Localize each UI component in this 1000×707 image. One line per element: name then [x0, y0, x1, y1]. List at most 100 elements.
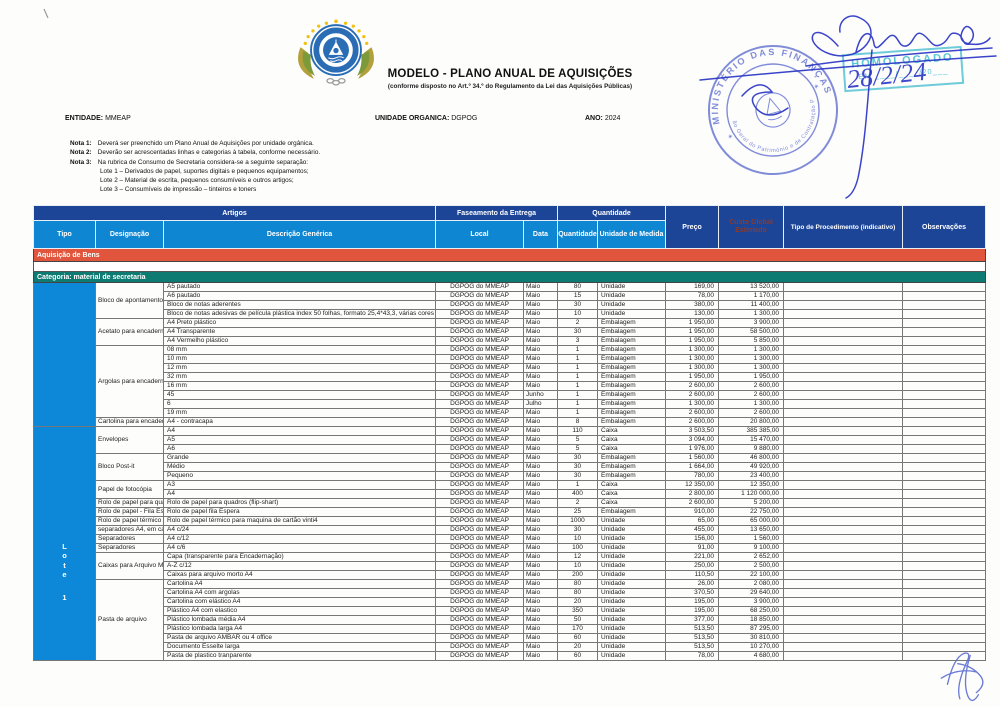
observacoes-cell [902, 336, 987, 346]
procedimento-cell [783, 480, 904, 490]
table-row: 19 mm DGPOG do MMEAP Maio 1 Embalagem 2 600,0… [34, 408, 987, 418]
quantidade-cell: 20 [557, 642, 598, 652]
procedimento-cell [783, 624, 904, 634]
table-row: A-Z c/12 DGPOG do MMEAP Maio 10 Unidade 250,0… [34, 561, 987, 571]
local-cell: DGPOG do MMEAP [435, 462, 524, 472]
descricao-cell: 45 [163, 390, 436, 400]
lote-number: 1 [62, 592, 67, 602]
preco-cell: 195,00 [665, 606, 720, 616]
data-cell: Maio [523, 516, 558, 526]
table-row: Papel de fotocópia A3 DGPOG do MMEAP Maio 1 C… [34, 480, 987, 499]
observacoes-cell [902, 642, 987, 652]
local-cell: DGPOG do MMEAP [435, 336, 524, 346]
custo-cell: 30 810,00 [718, 633, 785, 643]
unidade-cell: Embalagem [596, 390, 667, 400]
data-cell: Maio [523, 282, 558, 292]
svg-text:✶: ✶ [727, 132, 735, 141]
table-row: Separadores A4 c/6 DGPOG do MMEAP Maio 100 Un… [34, 543, 987, 553]
custo-cell: 1 950,00 [718, 372, 785, 382]
designacao-cell: Pasta de arquivo [95, 579, 164, 661]
quantidade-cell: 10 [557, 534, 598, 544]
descricao-cell: 32 mm [163, 372, 436, 382]
note-3-label: Nota 3: [70, 158, 92, 166]
preco-cell: 377,00 [665, 615, 720, 625]
local-cell: DGPOG do MMEAP [435, 399, 524, 409]
custo-cell: 11 400,00 [718, 300, 785, 310]
preco-cell: 2 600,00 [665, 390, 720, 400]
descricao-cell: Bloco de notas aderentes [163, 300, 436, 310]
observacoes-cell [902, 345, 987, 355]
unidade-cell: Embalagem [596, 408, 667, 418]
unidade-cell: Unidade [596, 525, 667, 535]
procedimento-cell [783, 651, 904, 661]
preco-cell: 3 503,50 [665, 426, 720, 436]
procedimento-cell [783, 282, 904, 292]
custo-cell: 13 520,00 [718, 282, 785, 292]
preco-cell: 455,00 [665, 525, 720, 535]
descricao-cell: Caixas para arquivo morto A4 [163, 570, 436, 580]
preco-cell: 26,00 [665, 579, 720, 589]
unidade-cell: Embalagem [596, 417, 667, 427]
custo-cell: 9 880,00 [718, 444, 785, 454]
data-cell: Maio [523, 408, 558, 418]
procedimento-cell [783, 615, 904, 625]
custo-cell: 22 750,00 [718, 507, 785, 517]
unidade-cell: Unidade [596, 651, 667, 661]
quantidade-cell: 1 [557, 372, 598, 382]
custo-cell: 1 120 000,00 [718, 489, 785, 499]
observacoes-cell [902, 444, 987, 454]
custo-cell: 20 800,00 [718, 417, 785, 427]
custo-cell: 2 600,00 [718, 408, 785, 418]
procedimento-cell [783, 588, 904, 598]
observacoes-cell [902, 309, 987, 319]
custo-cell: 18 850,00 [718, 615, 785, 625]
local-cell: DGPOG do MMEAP [435, 282, 524, 292]
local-cell: DGPOG do MMEAP [435, 471, 524, 481]
unidade-cell: Unidade [596, 606, 667, 616]
descricao-cell: 08 mm [163, 345, 436, 355]
preco-cell: 1 560,00 [665, 453, 720, 463]
descricao-cell: Pasta de arquivo AMBAR ou 4 office [163, 633, 436, 643]
local-cell: DGPOG do MMEAP [435, 624, 524, 634]
data-cell: Maio [523, 453, 558, 463]
quantidade-cell: 60 [557, 651, 598, 661]
local-cell: DGPOG do MMEAP [435, 606, 524, 616]
descricao-cell: Rolo de papel térmico para maquina de ca… [163, 516, 436, 526]
data-cell: Maio [523, 444, 558, 454]
procedimento-cell [783, 507, 904, 517]
data-cell: Maio [523, 480, 558, 490]
table-row: Cartolina com elástico A4 DGPOG do MMEAP M… [34, 597, 987, 607]
pencil-tick-mark [43, 8, 49, 19]
descricao-cell: A5 [163, 435, 436, 445]
descricao-cell: A5 pautado [163, 282, 436, 292]
observacoes-cell [902, 597, 987, 607]
preco-cell: 156,00 [665, 534, 720, 544]
col-header-preco: Preço [665, 205, 720, 249]
procedimento-cell [783, 570, 904, 580]
data-cell: Maio [523, 597, 558, 607]
quantidade-cell: 400 [557, 489, 598, 499]
data-cell: Maio [523, 318, 558, 328]
observacoes-cell [902, 471, 987, 481]
unidade-cell: Unidade [596, 633, 667, 643]
designacao-cell: Envelopes [95, 426, 164, 454]
descricao-cell: A4 Transparente [163, 327, 436, 337]
quantidade-cell: 1 [557, 381, 598, 391]
descricao-cell: A4 Vermelho plástico [163, 336, 436, 346]
notes-block: Nota 1: Deverá ser preenchido um Plano A… [70, 139, 320, 195]
preco-cell: 1 300,00 [665, 363, 720, 373]
observacoes-cell [902, 588, 987, 598]
data-cell: Maio [523, 471, 558, 481]
ano-value: 2024 [604, 115, 621, 122]
section-categoria: Categoria: material de secretaria [32, 271, 987, 283]
custo-cell: 29 640,00 [718, 588, 785, 598]
data-cell: Maio [523, 435, 558, 445]
preco-cell: 78,00 [665, 651, 720, 661]
local-cell: DGPOG do MMEAP [435, 444, 524, 454]
procedimento-cell [783, 444, 904, 454]
unidade-cell: Caixa [596, 489, 667, 499]
table-row: A4 DGPOG do MMEAP Maio 400 Caixa 2 800,00 1 12… [34, 489, 987, 499]
table-row: Plástico lombada média A4 DGPOG do MMEAP M… [34, 615, 987, 625]
note-2-text: Deverão ser acrescentadas linhas e categ… [97, 149, 321, 157]
preco-cell: 1 300,00 [665, 354, 720, 364]
